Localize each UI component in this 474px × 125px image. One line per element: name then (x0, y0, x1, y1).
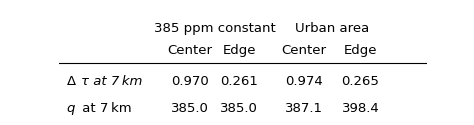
Text: 385 ppm constant: 385 ppm constant (154, 22, 275, 35)
Text: Center: Center (167, 44, 212, 57)
Text: Edge: Edge (222, 44, 256, 57)
Text: 385.0: 385.0 (220, 102, 258, 115)
Text: Center: Center (281, 44, 326, 57)
Text: 0.974: 0.974 (285, 75, 322, 88)
Text: Urban area: Urban area (295, 22, 369, 35)
Text: 385.0: 385.0 (171, 102, 209, 115)
Text: Edge: Edge (344, 44, 377, 57)
Text: τ at 7 km: τ at 7 km (81, 75, 142, 88)
Text: at 7 km: at 7 km (78, 102, 132, 115)
Text: q: q (66, 102, 75, 115)
Text: 398.4: 398.4 (342, 102, 379, 115)
Text: 0.265: 0.265 (342, 75, 379, 88)
Text: 387.1: 387.1 (284, 102, 322, 115)
Text: 0.970: 0.970 (171, 75, 209, 88)
Text: Δ: Δ (66, 75, 76, 88)
Text: 0.261: 0.261 (220, 75, 258, 88)
